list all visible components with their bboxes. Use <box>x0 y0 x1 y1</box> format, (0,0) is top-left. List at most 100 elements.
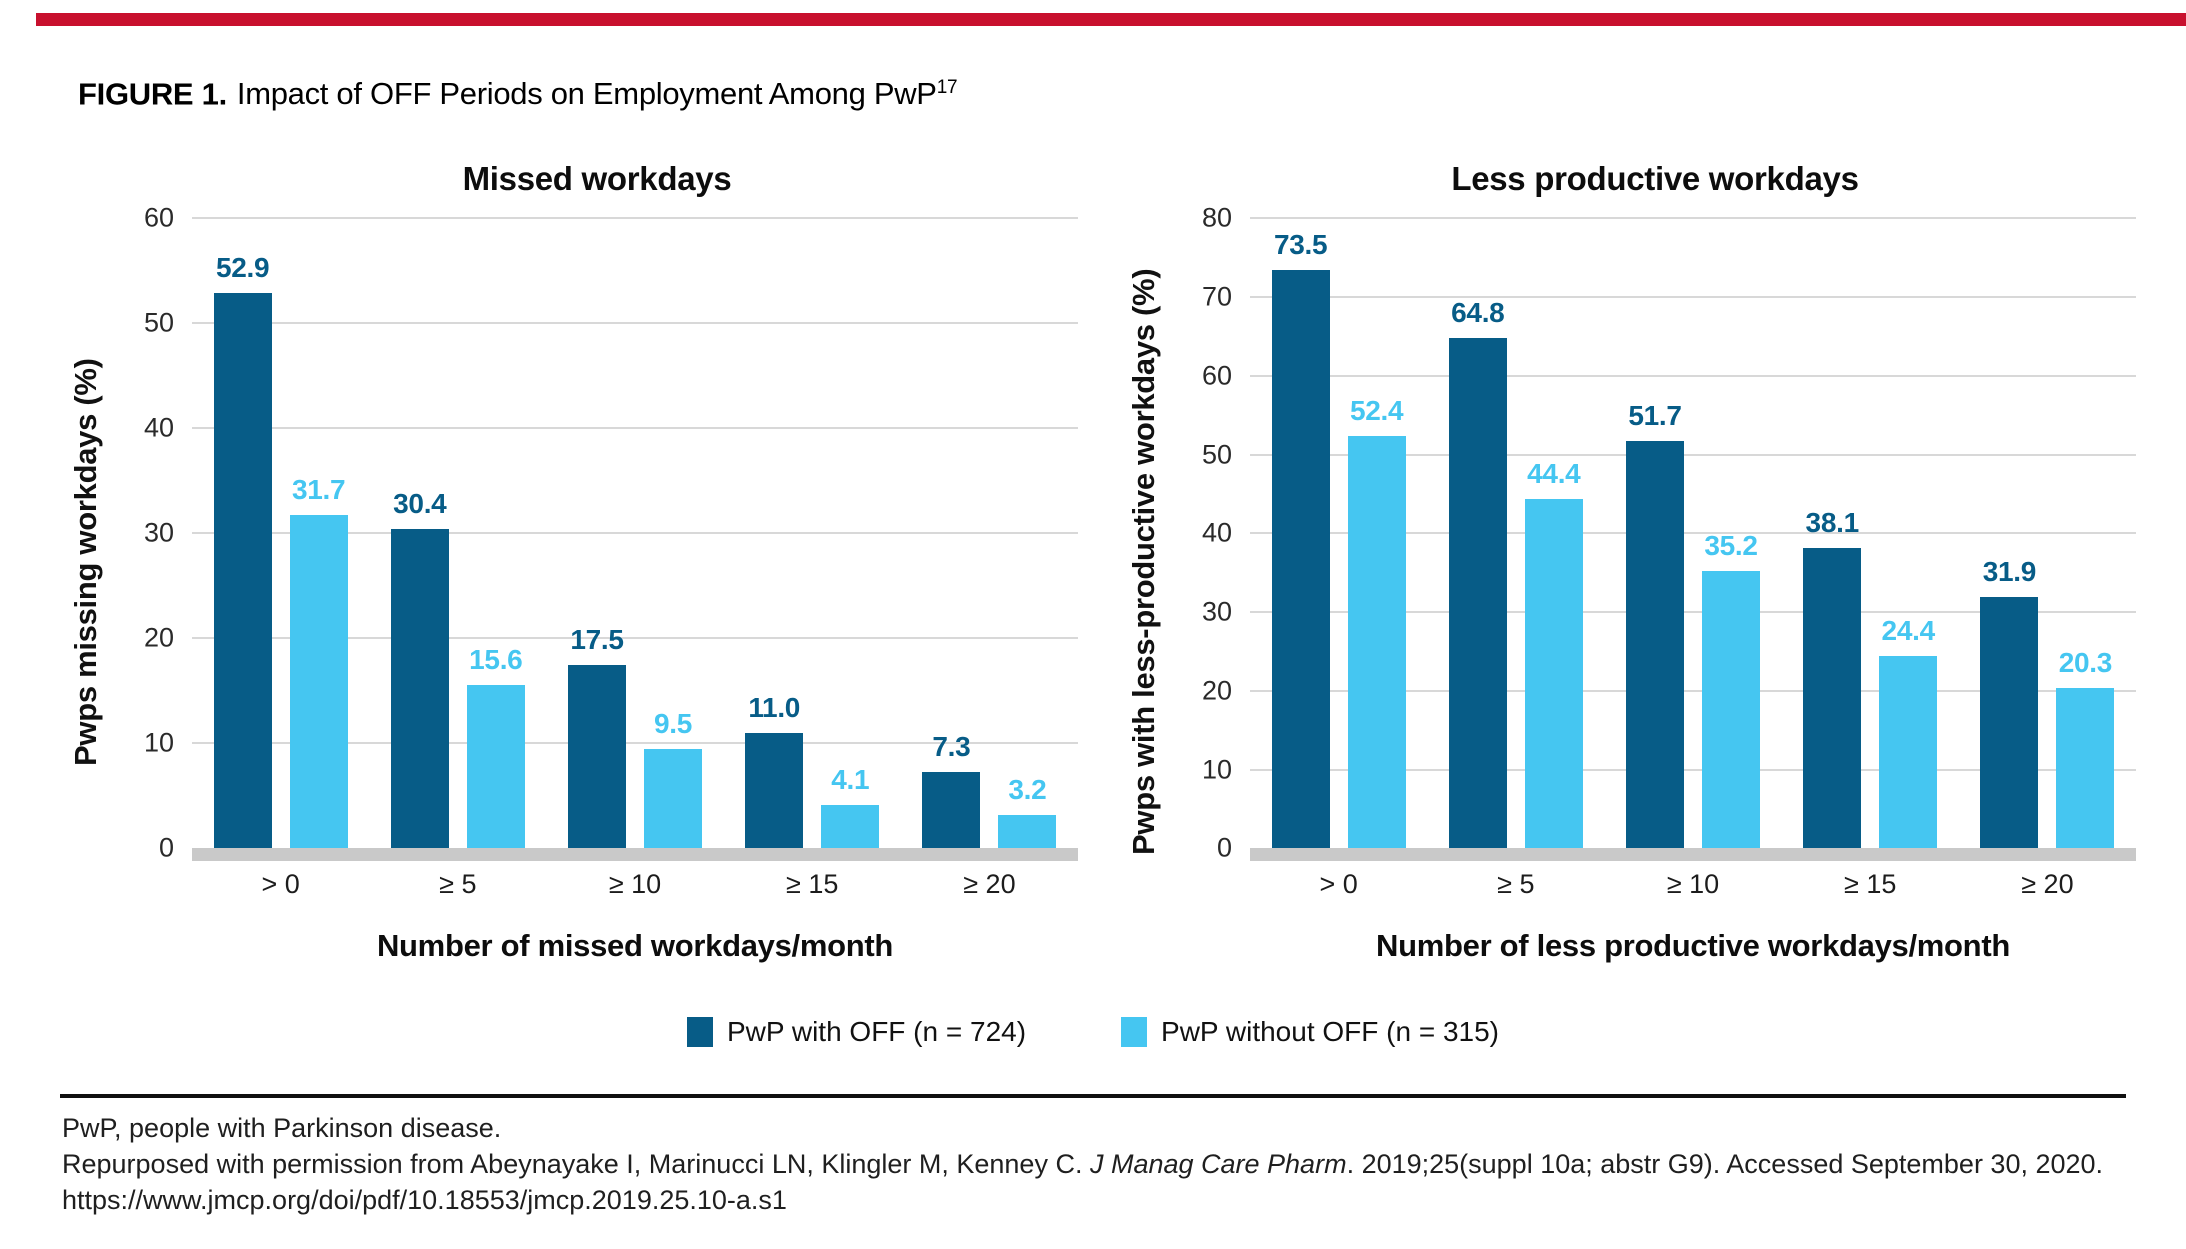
bar-with-off: 31.9 <box>1980 556 2039 849</box>
bar-value-label: 11.0 <box>748 691 801 723</box>
bar-value-label: 9.5 <box>653 707 693 739</box>
y-tick-label: 20 <box>143 622 174 653</box>
x-tick-label: ≥ 5 <box>439 869 477 900</box>
y-tick-label: 80 <box>1201 202 1232 233</box>
plot-zone: 80 70 60 50 40 30 20 10 0 73.5 52.4 64.8 44.4 51.7 35.… <box>1202 204 2136 964</box>
bar-with-off: 64.8 <box>1448 297 1507 849</box>
legend-item-with-off: PwP with OFF (n = 724) <box>687 1016 1026 1048</box>
x-tick-label: ≥ 15 <box>786 869 839 900</box>
gridline <box>192 532 1078 535</box>
footnote-source-journal: J Manag Care Pharm <box>1089 1149 1347 1180</box>
footer: PwP, people with Parkinson disease. Repu… <box>0 1094 2186 1218</box>
figure-heading: FIGURE 1. Impact of OFF Periods on Employ… <box>0 70 2186 112</box>
x-axis-baseline <box>192 848 1078 862</box>
bar-without-off: 31.7 <box>289 474 348 849</box>
plot-column: Missed workdays 60 50 40 30 20 10 0 52.9 31.7 30.… <box>116 160 1078 964</box>
bar-value-label: 3.2 <box>1008 773 1047 805</box>
bar-group: 64.8 44.4 <box>1427 218 1604 849</box>
bar-group: 38.1 24.4 <box>1782 218 1959 849</box>
figure-content: FIGURE 1. Impact of OFF Periods on Employ… <box>0 70 2186 1218</box>
footnote-source-pre: Repurposed with permission from Abeynaya… <box>62 1149 1090 1180</box>
bar-value-label: 35.2 <box>1704 530 1758 562</box>
x-tick-label: ≥ 15 <box>1844 869 1897 900</box>
chart-missed-workdays: Pwps missing workdays (%) Missed workday… <box>56 160 1078 964</box>
bar-with-off: 17.5 <box>568 624 626 849</box>
gridline <box>1250 768 2136 771</box>
gridline <box>1250 532 2136 535</box>
bar-value-label: 52.4 <box>1349 394 1404 426</box>
plot-area: 80 70 60 50 40 30 20 10 0 73.5 52.4 64.8 44.4 51.7 35.… <box>1202 204 2136 861</box>
bar-with-off: 51.7 <box>1626 400 1684 849</box>
bar-with-off: 30.4 <box>390 488 449 849</box>
bar-group: 30.4 15.6 <box>369 218 546 849</box>
figure-title: Impact of OFF Periods on Employment Amon… <box>236 76 937 112</box>
bar-value-label: 17.5 <box>570 623 624 655</box>
bar-value-label: 38.1 <box>1805 507 1860 539</box>
bar-without-off: 3.2 <box>998 774 1057 849</box>
y-tick-label: 30 <box>1201 596 1232 627</box>
gridline <box>1250 374 2136 377</box>
x-tick-label: ≥ 20 <box>963 869 1016 900</box>
chart-title: Less productive workdays <box>1451 160 1859 198</box>
y-tick-label: 60 <box>143 202 174 233</box>
y-tick-label: 10 <box>143 727 174 758</box>
chart-less-productive-workdays: Pwps with less-productive workdays (%) L… <box>1114 160 2136 964</box>
legend-label-with-off: PwP with OFF (n = 724) <box>727 1016 1027 1048</box>
chart-title: Missed workdays <box>462 160 732 198</box>
bar-group: 73.5 52.4 <box>1250 218 1427 849</box>
x-tick-labels: > 0 ≥ 5 ≥ 10 ≥ 15 ≥ 20 <box>192 869 1078 900</box>
bar-group: 51.7 35.2 <box>1604 218 1781 849</box>
footnote-source: Repurposed with permission from Abeynaya… <box>62 1146 2126 1182</box>
x-axis-title: Number of less productive workdays/month <box>1376 928 2010 964</box>
bar-without-off: 44.4 <box>1524 458 1583 849</box>
y-tick-label: 30 <box>143 517 174 548</box>
top-accent-bar <box>36 13 2186 26</box>
x-tick-label: ≥ 10 <box>1666 869 1720 900</box>
bar-group: 52.9 31.7 <box>192 218 369 849</box>
y-tick-label: 0 <box>1216 832 1232 863</box>
bar-without-off: 24.4 <box>1879 615 1938 849</box>
y-axis-title: Pwps with less-productive workdays (%) <box>1126 269 1161 856</box>
gridline <box>1250 296 2136 299</box>
legend-item-without-off: PwP without OFF (n = 315) <box>1121 1016 1499 1048</box>
bar-value-label: 20.3 <box>2058 647 2113 679</box>
x-tick-label: ≥ 20 <box>2021 869 2074 900</box>
plot-area: 60 50 40 30 20 10 0 52.9 31.7 30.4 15.6 17.5 9.5 11.0… <box>144 204 1078 861</box>
gridline <box>192 637 1078 640</box>
bar-without-off: 4.1 <box>821 764 880 849</box>
gridline <box>1250 217 2136 220</box>
bar-without-off: 15.6 <box>466 644 525 849</box>
bar-without-off: 52.4 <box>1347 395 1406 849</box>
bar-groups: 52.9 31.7 30.4 15.6 17.5 9.5 11.0 4.1 7.3 3.2 <box>192 218 1078 849</box>
x-tick-label: ≥ 5 <box>1497 869 1535 900</box>
bar-value-label: 15.6 <box>469 643 523 675</box>
bar-value-label: 31.9 <box>1982 556 2037 588</box>
y-tick-label: 50 <box>1201 439 1232 470</box>
gridline <box>1250 611 2136 614</box>
x-tick-label: ≥ 10 <box>608 869 662 900</box>
plot-zone: 60 50 40 30 20 10 0 52.9 31.7 30.4 15.6 17.5 9.5 11.0… <box>144 204 1078 964</box>
figure-label: FIGURE 1. <box>78 76 227 112</box>
y-tick-label: 50 <box>143 307 174 338</box>
charts-row: Pwps missing workdays (%) Missed workday… <box>0 160 2186 964</box>
bar-value-label: 4.1 <box>831 764 870 796</box>
y-tick-label: 60 <box>1201 360 1232 391</box>
bar-value-label: 44.4 <box>1527 457 1581 489</box>
x-tick-label: > 0 <box>261 869 300 900</box>
bar-value-label: 64.8 <box>1451 297 1505 329</box>
bar-without-off: 9.5 <box>644 708 702 849</box>
bar-group: 7.3 3.2 <box>901 218 1078 849</box>
bar-value-label: 30.4 <box>393 488 447 520</box>
plot-column: Less productive workdays 80 70 60 50 40 30 20 1… <box>1174 160 2136 964</box>
y-tick-label: 0 <box>158 832 174 863</box>
x-axis-baseline <box>1250 848 2136 862</box>
footnotes: PwP, people with Parkinson disease. Repu… <box>0 1098 2186 1218</box>
bar-with-off: 7.3 <box>922 731 981 849</box>
footnote-abbreviation: PwP, people with Parkinson disease. <box>62 1113 502 1144</box>
bar-value-label: 51.7 <box>1628 400 1682 432</box>
bar-without-off: 20.3 <box>2056 647 2115 849</box>
bar-group: 31.9 20.3 <box>1959 218 2136 849</box>
y-tick-label: 70 <box>1201 281 1232 312</box>
y-axis-title: Pwps missing workdays (%) <box>68 358 103 767</box>
